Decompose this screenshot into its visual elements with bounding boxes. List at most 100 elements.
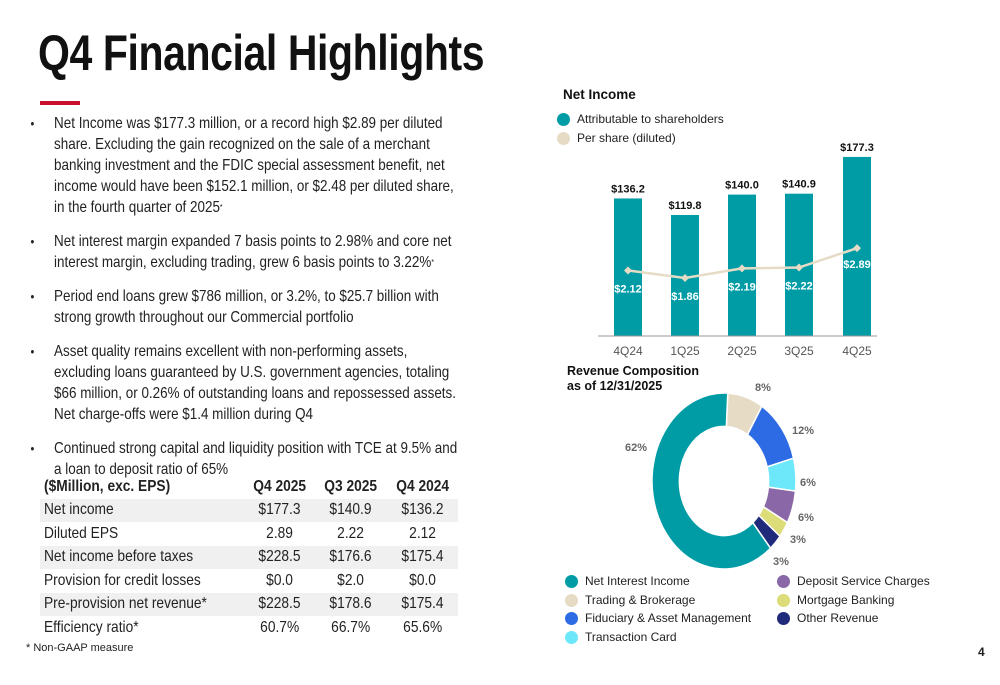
footnote-mark: * <box>431 258 434 267</box>
slice-net-interest-income <box>651 392 772 570</box>
legend-label: Mortgage Banking <box>797 593 895 607</box>
eps-point-2Q25 <box>738 264 746 273</box>
table-row: Pre-provision net revenue* $228.5 $178.6 $1… <box>40 592 458 616</box>
revenue-title: Revenue Composition <box>567 364 699 378</box>
legend-swatch-icon <box>557 131 570 145</box>
eps-value-label: $2.22 <box>785 281 813 293</box>
eps-value-label: $2.12 <box>614 283 642 295</box>
bar-value-label: $119.8 <box>668 200 701 212</box>
legend-item-net-interest-income: Net Interest Income <box>565 574 690 588</box>
row-label: Net income before taxes <box>40 545 244 569</box>
financial-summary-table: ($Million, exc. EPS) Q4 2025 Q3 2025 Q4 … <box>40 475 458 640</box>
cell-value: 60.7% <box>259 618 299 636</box>
eps-point-1Q25 <box>681 274 689 282</box>
bullet-capital: Continued strong capital and liquidity p… <box>28 438 465 480</box>
header-label: ($Million, exc. EPS) <box>44 477 171 495</box>
legend-swatch-icon <box>565 593 578 607</box>
table-row: Diluted EPS 2.89 2.22 2.12 <box>40 522 458 546</box>
row-label: Provision for credit losses <box>44 571 201 589</box>
cell-value: 65.6% <box>402 618 442 636</box>
table-row: Efficiency ratio* 60.7% 66.7% 65.6% <box>40 616 458 640</box>
page-number: 4 <box>978 645 985 659</box>
cell-value: $177.3 <box>243 498 315 522</box>
legend-swatch-icon <box>777 611 790 625</box>
x-tick-label: 3Q25 <box>784 344 814 358</box>
row-label: Pre-provision net revenue* <box>40 592 244 616</box>
x-tick-label: 4Q25 <box>842 344 872 358</box>
cell-value: $175.4 <box>386 592 458 616</box>
cell-value: $0.0 <box>408 571 436 589</box>
eps-value-label: $2.89 <box>843 259 871 271</box>
row-label: Net income <box>40 498 244 522</box>
legend-swatch-icon <box>565 611 578 625</box>
footnote-mark: * <box>219 203 223 212</box>
bar-value-label: $177.3 <box>840 142 874 154</box>
legend-label: Attributable to shareholders <box>577 112 724 126</box>
table-row: Provision for credit losses $0.0 $2.0 $0.0 <box>40 569 458 593</box>
legend-label: Deposit Service Charges <box>797 574 930 588</box>
cell-value: $228.5 <box>243 545 315 569</box>
table-header-row: ($Million, exc. EPS) Q4 2025 Q3 2025 Q4 … <box>40 475 458 499</box>
slice-percent-label: 6% <box>798 512 814 524</box>
legend-item-per-share: Per share (diluted) <box>557 131 676 145</box>
revenue-subtitle: as of 12/31/2025 <box>567 379 663 393</box>
cell-value: 2.12 <box>408 524 436 542</box>
highlights-list: Net Income was $177.3 million, or a reco… <box>28 113 465 493</box>
legend-swatch-icon <box>777 593 790 607</box>
table-row: Net income $177.3 $140.9 $136.2 <box>40 498 458 522</box>
table-row: Net income before taxes $228.5 $176.6 $175.… <box>40 545 458 569</box>
legend-label: Transaction Card <box>585 630 677 644</box>
header-q3-2025: Q3 2025 <box>324 477 378 495</box>
legend-item-deposit-service-charges: Deposit Service Charges <box>777 574 930 588</box>
bullet-text: Net interest margin expanded 7 basis poi… <box>54 233 452 271</box>
slice-percent-label: 6% <box>800 477 816 489</box>
bar-value-label: $136.2 <box>611 183 645 195</box>
footnote: * Non-GAAP measure <box>26 642 134 654</box>
legend-item-trading-brokerage: Trading & Brokerage <box>565 593 695 607</box>
cell-value: $176.6 <box>314 545 387 569</box>
legend-swatch-icon <box>565 630 578 644</box>
legend-item-transaction-card: Transaction Card <box>565 630 677 644</box>
legend-label: Net Interest Income <box>585 574 690 588</box>
revenue-chart-title: Revenue Composition as of 12/31/2025 <box>567 364 699 394</box>
page-title: Q4 Financial Highlights <box>38 25 485 81</box>
bullet-net-interest-margin: Net interest margin expanded 7 basis poi… <box>28 231 465 273</box>
legend-label: Fiduciary & Asset Management <box>585 611 752 625</box>
legend-label: Per share (diluted) <box>577 131 676 145</box>
bullet-net-income: Net Income was $177.3 million, or a reco… <box>28 113 465 218</box>
legend-item-fiduciary-asset-management: Fiduciary & Asset Management <box>565 611 751 625</box>
legend-item-other-revenue: Other Revenue <box>777 611 878 625</box>
x-tick-label: 2Q25 <box>727 344 757 358</box>
bullet-text: Asset quality remains excellent with non… <box>54 343 456 423</box>
net-income-chart-title: Net Income <box>563 87 636 102</box>
bullet-loans: Period end loans grew $786 million, or 3… <box>28 286 465 328</box>
eps-point-4Q25 <box>853 244 861 253</box>
header-q4-2025: Q4 2025 <box>252 477 306 495</box>
slice-percent-label: 3% <box>773 556 789 568</box>
slice-percent-label: 62% <box>625 442 647 454</box>
bar-value-label: $140.9 <box>782 179 816 191</box>
eps-point-4Q24 <box>624 266 632 275</box>
header-q4-2024: Q4 2024 <box>395 477 449 495</box>
x-tick-label: 4Q24 <box>613 344 643 358</box>
cell-value: 66.7% <box>331 618 371 636</box>
legend-swatch-icon <box>565 574 578 588</box>
slice-percent-label: 3% <box>790 534 806 546</box>
cell-value: $136.2 <box>386 498 458 522</box>
cell-value: 2.89 <box>265 524 293 542</box>
cell-value: $0.0 <box>265 571 293 589</box>
title-accent-divider <box>40 101 80 105</box>
cell-value: 2.22 <box>337 524 365 542</box>
bullet-text: Net Income was $177.3 million, or a reco… <box>54 115 454 216</box>
net-income-chart: $136.2 4Q24 $119.8 1Q25 $140.0 2Q25 $140.9 3Q25… <box>598 142 877 358</box>
x-tick-label: 1Q25 <box>670 344 700 358</box>
eps-value-label: $2.19 <box>728 281 756 293</box>
legend-label: Trading & Brokerage <box>585 593 696 607</box>
bullet-text: Continued strong capital and liquidity p… <box>54 440 458 478</box>
legend-item-mortgage-banking: Mortgage Banking <box>777 593 894 607</box>
bullet-asset-quality: Asset quality remains excellent with non… <box>28 341 465 425</box>
legend-item-attributable: Attributable to shareholders <box>557 112 724 126</box>
cell-value: $2.0 <box>337 571 365 589</box>
row-label: Diluted EPS <box>44 524 119 542</box>
revenue-donut-chart: 8% 12% 6% 6% 3%3% 62% <box>625 382 816 570</box>
